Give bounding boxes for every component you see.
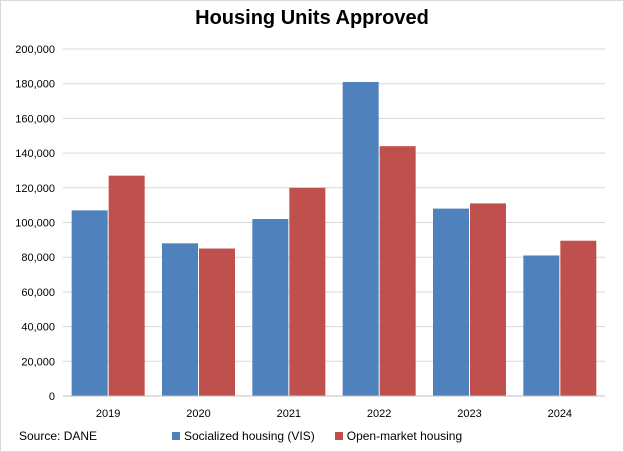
y-tick-label: 180,000 — [15, 79, 55, 91]
legend-item-socialized: Socialized housing (VIS) — [172, 429, 315, 443]
x-tick-label: 2020 — [186, 408, 210, 420]
x-tick-label: 2021 — [277, 408, 301, 420]
chart-title: Housing Units Approved — [195, 7, 429, 29]
bar-open-market-2020 — [199, 248, 235, 396]
y-tick-label: 200,000 — [15, 44, 55, 56]
bar-socialized-2023 — [433, 208, 469, 396]
y-tick-label: 120,000 — [15, 183, 55, 195]
legend-item-open-market: Open-market housing — [334, 429, 463, 443]
legend-swatch-socialized — [172, 432, 180, 440]
y-tick-label: 80,000 — [21, 252, 55, 264]
legend: Socialized housing (VIS) Open-market hou… — [172, 429, 462, 443]
bar-socialized-2024 — [523, 255, 560, 396]
bar-open-market-2023 — [470, 203, 506, 396]
bar-socialized-2020 — [162, 243, 198, 396]
y-tick-label: 60,000 — [21, 287, 55, 299]
legend-label-open-market: Open-market housing — [346, 429, 463, 443]
x-tick-label: 2024 — [548, 408, 572, 420]
source-note: Source: DANE — [19, 429, 98, 443]
y-tick-label: 20,000 — [21, 356, 55, 368]
x-tick-label: 2019 — [96, 408, 120, 420]
bar-socialized-2021 — [252, 219, 289, 396]
y-tick-label: 140,000 — [15, 148, 55, 160]
legend-swatch-open-market — [334, 432, 343, 440]
bar-socialized-2022 — [342, 81, 379, 396]
bar-socialized-2019 — [71, 210, 108, 396]
bar-open-market-2021 — [289, 187, 326, 396]
bar-open-market-2022 — [379, 146, 416, 396]
y-tick-label: 0 — [49, 391, 55, 403]
y-tick-label: 40,000 — [21, 322, 55, 334]
x-tick-label: 2022 — [367, 408, 391, 420]
y-tick-label: 160,000 — [15, 113, 55, 125]
bar-open-market-2024 — [560, 240, 597, 396]
legend-label-socialized: Socialized housing (VIS) — [184, 429, 315, 443]
bar-open-market-2019 — [108, 175, 145, 396]
y-tick-label: 100,000 — [15, 218, 55, 230]
x-tick-label: 2023 — [457, 408, 481, 420]
